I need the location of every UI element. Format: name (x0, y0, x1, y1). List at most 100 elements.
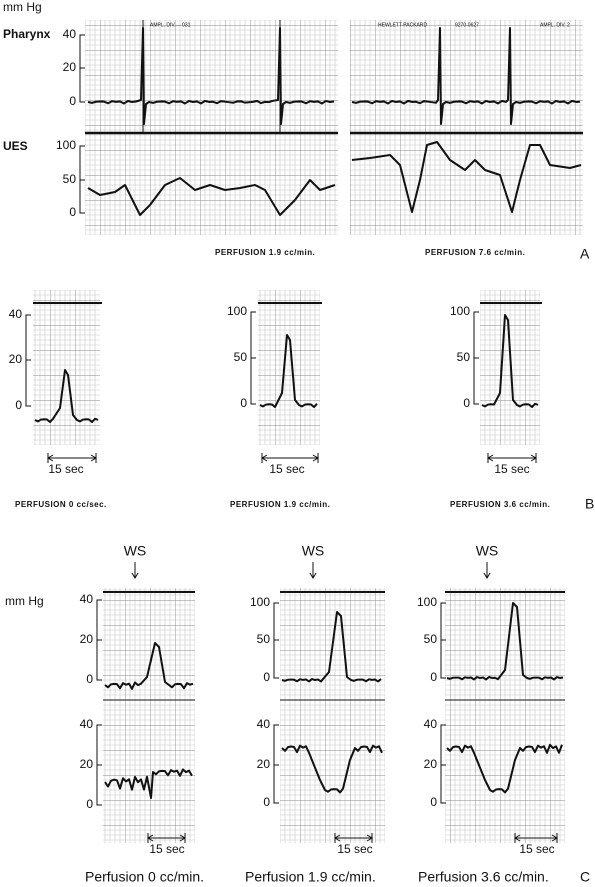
trace (87, 27, 335, 125)
tick-label: 20 (424, 757, 438, 771)
header-text: HEWLETT-PACKARD (378, 22, 427, 28)
axis-bracket (79, 34, 85, 103)
chart-strip (350, 20, 583, 235)
trace (259, 334, 318, 409)
panel-letter: A (580, 246, 590, 262)
tick-label: 40 (63, 27, 77, 41)
panel-letter: C (580, 869, 590, 885)
trace (351, 141, 582, 213)
event-marker: WS (124, 543, 147, 559)
tick-label: 40 (80, 717, 94, 731)
trace (481, 314, 539, 409)
tick-label: 20 (80, 632, 94, 646)
axis-bracket (440, 602, 446, 679)
axis-bracket (79, 145, 85, 214)
chart-strip (103, 588, 195, 843)
tick-label: 100 (450, 304, 470, 318)
tick-label: 50 (234, 350, 248, 364)
axis-bracket (250, 311, 256, 405)
tick-label: 0 (430, 795, 437, 809)
scale-label: 15 sec (519, 842, 554, 856)
scale-bar (487, 453, 537, 463)
axis-bracket (96, 599, 102, 681)
chart-strip (33, 290, 100, 445)
marker-arrow (309, 562, 317, 579)
header-text: 9270-0627 (455, 22, 479, 28)
trace (446, 602, 564, 681)
scale-bar (334, 833, 373, 843)
channel-label: UES (3, 139, 28, 153)
tick-label: 0 (15, 398, 22, 412)
event-marker: WS (302, 543, 325, 559)
marker-arrow (483, 562, 491, 579)
trace (281, 611, 382, 683)
tick-label: 0 (240, 396, 247, 410)
trace (281, 744, 383, 794)
tick-label: 0 (86, 797, 93, 811)
caption: PERFUSION 1.9 cc/min. (230, 500, 330, 509)
caption: Perfusion 1.9 cc/min. (245, 869, 376, 885)
tick-label: 0 (463, 396, 470, 410)
trace (104, 768, 193, 799)
event-marker: WS (476, 543, 499, 559)
tick-label: 0 (263, 670, 270, 684)
tick-label: 20 (63, 60, 77, 74)
tick-label: 40 (80, 592, 94, 606)
tick-label: 50 (457, 350, 471, 364)
tick-label: 40 (9, 307, 23, 321)
tick-label: 20 (257, 757, 271, 771)
scale-bar (147, 833, 186, 843)
caption: PERFUSION 1.9 cc/min. (215, 248, 315, 257)
tick-label: 0 (69, 205, 76, 219)
scale-label: 15 sec (149, 842, 184, 856)
tick-label: 40 (424, 717, 438, 731)
axis-bracket (25, 314, 31, 407)
tick-label: 100 (56, 138, 76, 152)
tick-label: 100 (417, 595, 437, 609)
panel-letter: B (585, 496, 594, 512)
trace (87, 177, 336, 216)
caption: PERFUSION 7.6 cc/min. (425, 248, 525, 257)
channel-label: Pharynx (3, 27, 51, 41)
chart-strip (85, 20, 338, 235)
scale-bar (514, 833, 558, 843)
header-text: AMPL. DIV. 2 (540, 22, 570, 28)
caption: PERFUSION 0 cc/sec. (15, 500, 107, 509)
axis-bracket (96, 724, 102, 806)
axis-bracket (273, 724, 279, 804)
units-label: mm Hg (3, 0, 42, 14)
scale-label: 15 sec (269, 462, 304, 476)
tick-label: 0 (86, 672, 93, 686)
tick-label: 50 (257, 632, 271, 646)
chart-strip (445, 588, 565, 843)
trace (104, 642, 194, 690)
trace (351, 27, 581, 125)
axis-bracket (440, 724, 446, 804)
tick-label: 50 (424, 632, 438, 646)
header-text: AMPL. DIV.— 031 (150, 22, 191, 28)
scale-label: 15 sec (337, 842, 372, 856)
chart-strip (280, 588, 385, 843)
tick-label: 0 (69, 94, 76, 108)
tick-label: 0 (430, 670, 437, 684)
units-label: mm Hg (5, 594, 44, 608)
caption: PERFUSION 3.6 cc/min. (450, 500, 550, 509)
tick-label: 0 (263, 795, 270, 809)
scale-label: 15 sec (48, 462, 83, 476)
caption: Perfusion 3.6 cc/min. (418, 869, 549, 885)
tick-label: 20 (9, 352, 23, 366)
scale-bar (261, 453, 319, 463)
axis-bracket (473, 311, 479, 405)
trace (446, 743, 563, 794)
scale-bar (47, 453, 97, 463)
chart-strip (258, 290, 320, 445)
caption: Perfusion 0 cc/min. (85, 869, 204, 885)
tick-label: 20 (80, 757, 94, 771)
tick-label: 100 (250, 595, 270, 609)
trace (34, 369, 99, 424)
marker-arrow (131, 562, 139, 579)
tick-label: 50 (63, 172, 77, 186)
axis-bracket (273, 602, 279, 679)
